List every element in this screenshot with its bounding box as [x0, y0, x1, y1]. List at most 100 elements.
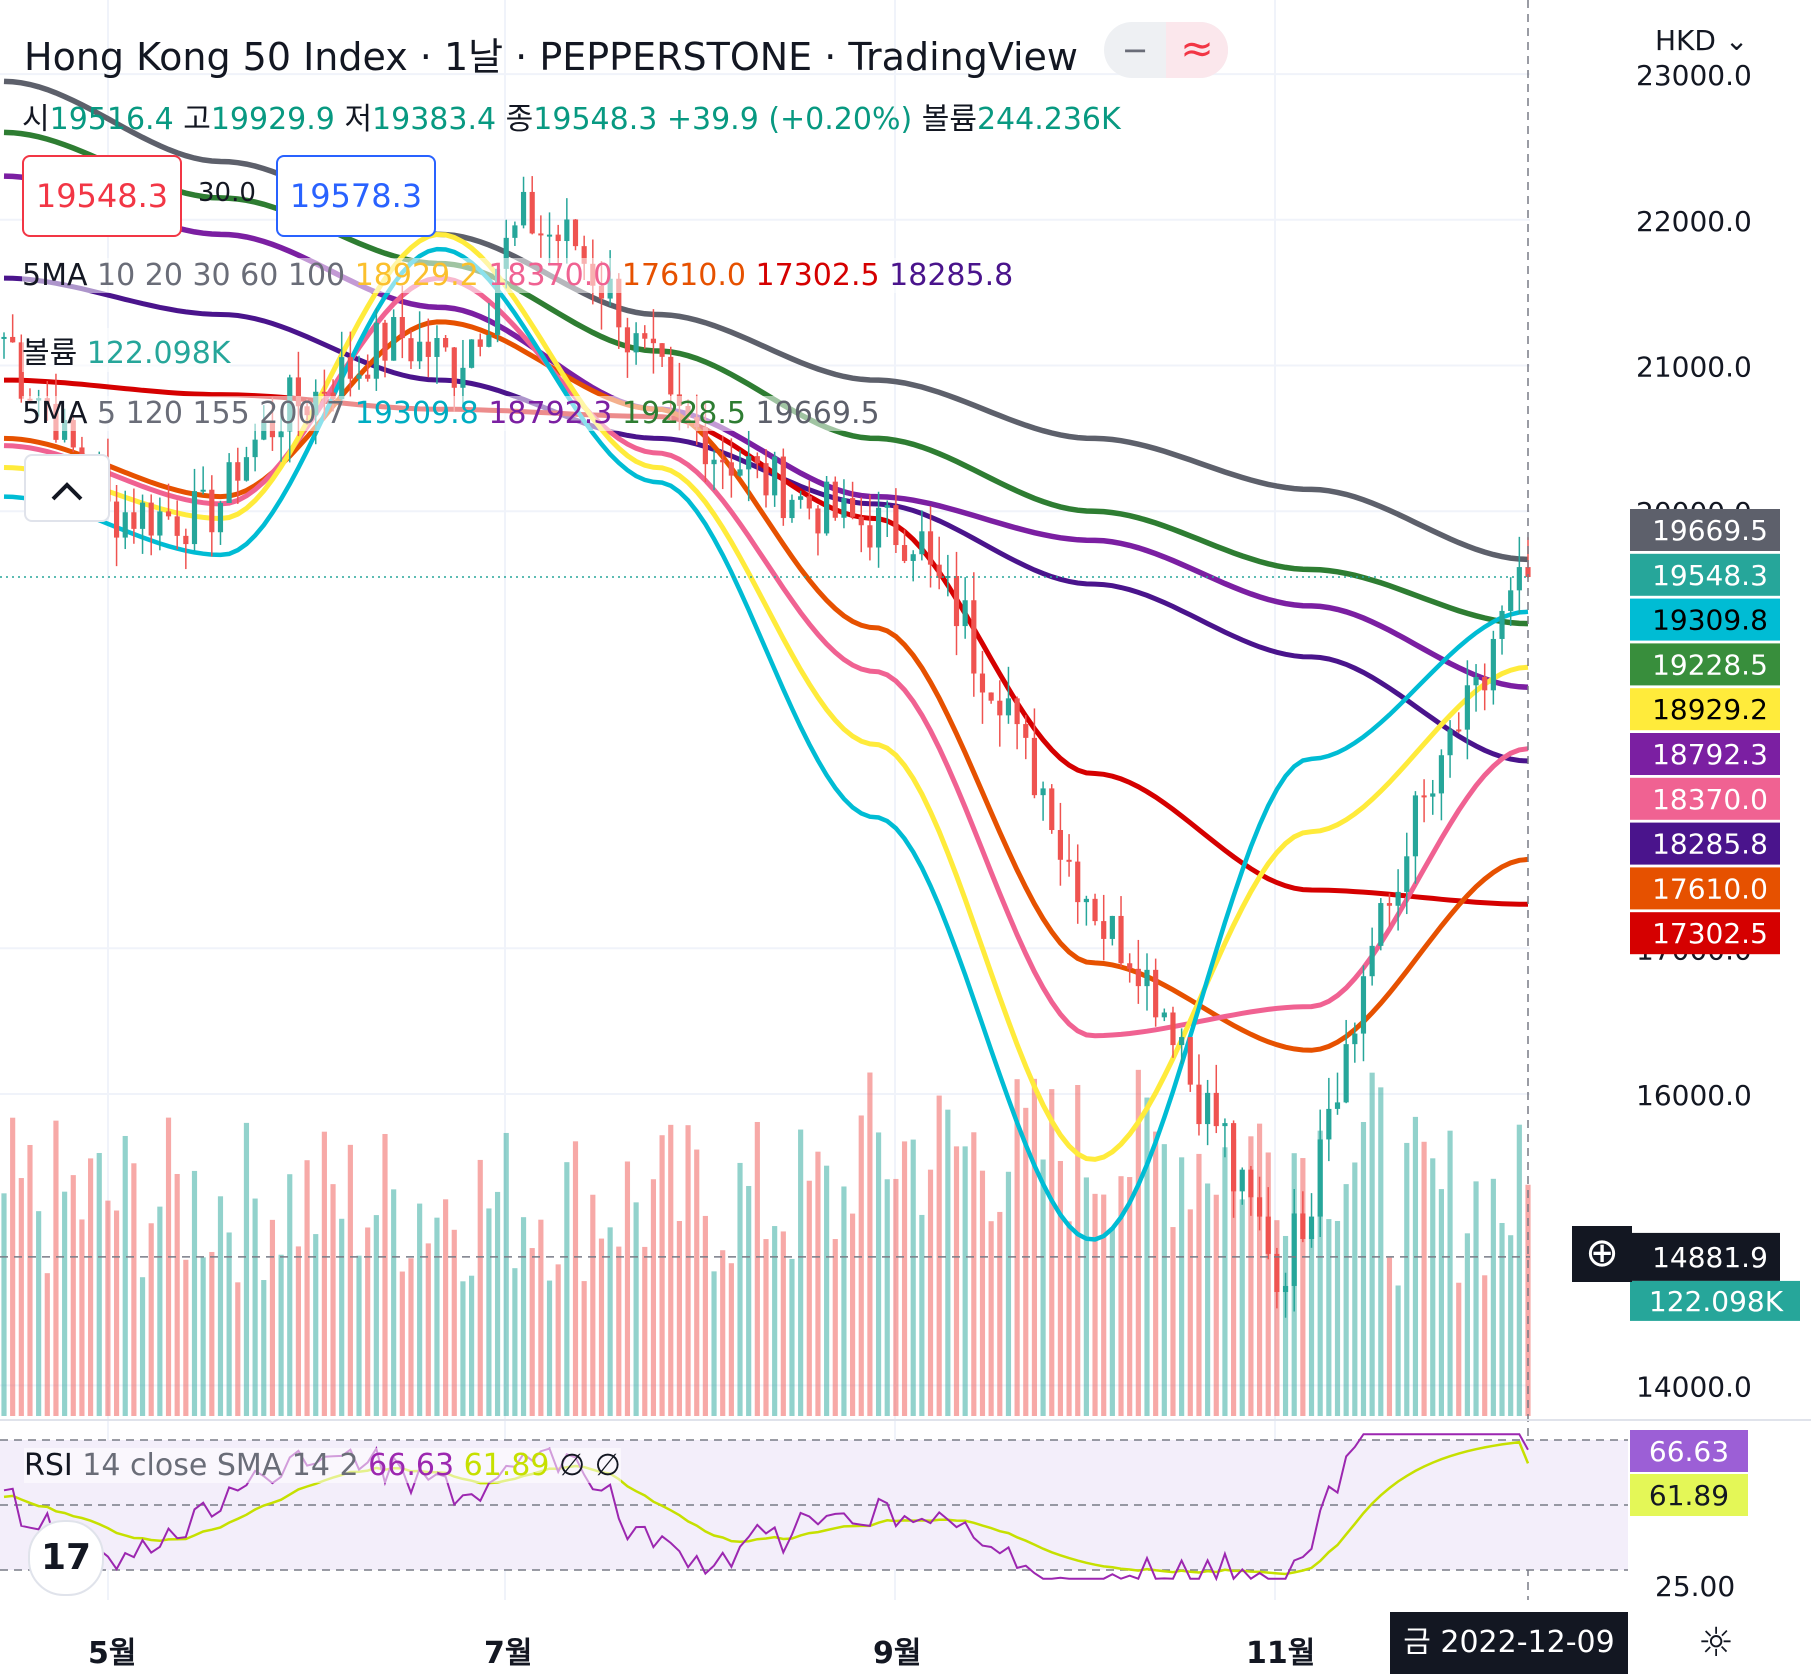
volume-bar: [1317, 1130, 1323, 1416]
volume-bar: [1499, 1222, 1505, 1416]
volume-bar: [1438, 1189, 1444, 1416]
candle-body: [1205, 1092, 1211, 1125]
crosshair-price-tag: [1630, 1232, 1780, 1281]
price-tag: [1630, 598, 1780, 641]
volume-bar: [1248, 1136, 1254, 1416]
candle-body: [399, 317, 405, 339]
candle-body: [391, 317, 397, 361]
volume-bar: [1083, 1177, 1089, 1416]
volume-bar: [96, 1152, 102, 1416]
price-tag-label: 18285.8: [1652, 828, 1768, 861]
candle-body: [1499, 610, 1505, 639]
candle-body: [953, 576, 960, 627]
volume-bar: [927, 1169, 934, 1416]
candle-body: [945, 576, 951, 579]
volume-bar: [1308, 1235, 1315, 1416]
rsi-label: RSI: [24, 1448, 73, 1483]
collapse-legend-button[interactable]: [24, 454, 110, 522]
empty-set-icon-2: ∅: [594, 1448, 621, 1483]
settings-sun-icon[interactable]: ☼: [1698, 1620, 1734, 1666]
volume-bar: [469, 1275, 475, 1416]
buy-button[interactable]: 19578.3: [276, 155, 436, 237]
candlesticks: [1, 176, 1531, 1318]
candle-body: [243, 457, 250, 481]
volume-bar: [564, 1162, 570, 1416]
add-alert-plus-icon[interactable]: ⊕: [1572, 1226, 1632, 1282]
candle-body: [737, 469, 743, 476]
candle-body: [217, 502, 224, 533]
ma5-value: 19309.8: [354, 396, 479, 431]
candle-body: [1213, 1092, 1219, 1127]
rsi-value: 66.63: [368, 1448, 455, 1483]
minus-icon[interactable]: −: [1121, 31, 1149, 69]
crosshair-price-label: 14881.9: [1652, 1241, 1768, 1274]
volume-bar: [1187, 1209, 1193, 1416]
candle-body: [321, 391, 327, 394]
volume-bar: [434, 1217, 440, 1416]
volume-bar: [1395, 1285, 1401, 1416]
candle-body: [858, 516, 864, 526]
candle-body: [910, 554, 916, 561]
candle-body: [668, 356, 674, 395]
candle-body: [191, 491, 198, 545]
x-tick-may: 5월: [88, 1636, 137, 1671]
volume-bar: [875, 1132, 882, 1416]
volume-bar: [1075, 1084, 1081, 1416]
candle-body: [330, 392, 336, 400]
ma20-value: 18370.0: [488, 258, 613, 293]
candle-body: [425, 341, 431, 357]
candle-body: [1326, 1108, 1332, 1140]
candle-body: [546, 234, 553, 237]
price-axis[interactable]: 23000.022000.021000.020000.017000.016000…: [1630, 59, 1800, 1403]
high-value: 19929.9: [210, 102, 335, 137]
pair-toggle[interactable]: − ≈: [1104, 22, 1228, 78]
volume-bar: [1127, 1177, 1133, 1416]
candle-body: [1118, 915, 1124, 964]
volume-bar: [347, 1144, 353, 1416]
volume-bar: [165, 1117, 172, 1416]
volume-bar: [746, 1185, 752, 1416]
volume-bar: [339, 1218, 345, 1416]
candle-body: [1179, 1037, 1185, 1046]
candle-body: [365, 374, 371, 379]
volume-bar: [503, 1132, 509, 1416]
volume-bar: [1352, 1162, 1358, 1416]
volume-bar: [321, 1131, 327, 1416]
price-tag: [1630, 733, 1780, 775]
approx-icon[interactable]: ≈: [1166, 22, 1228, 78]
volume-bar: [780, 1231, 786, 1416]
volume-bar: [581, 1281, 587, 1416]
candle-body: [988, 692, 994, 701]
candle-body: [555, 234, 561, 242]
volume-bar: [1482, 1275, 1488, 1416]
rsi-legend[interactable]: RSI 14 close SMA 14 2 66.63 61.89 ∅ ∅: [24, 1448, 621, 1483]
tradingview-logo[interactable]: 17: [28, 1520, 104, 1596]
volume-bar: [841, 1186, 847, 1416]
volume-bar: [538, 1219, 544, 1416]
volume-bar: [1456, 1282, 1462, 1416]
volume-bar: [53, 1120, 59, 1416]
sell-button[interactable]: 19548.3: [22, 155, 182, 237]
volume-bar: [650, 1179, 657, 1416]
volume-bar: [858, 1115, 864, 1416]
volume-bar: [1092, 1193, 1098, 1416]
candle-body: [728, 462, 734, 476]
candle-body: [1482, 676, 1488, 691]
candle-body: [1404, 856, 1410, 892]
currency-selector[interactable]: HKD ⌄: [1655, 24, 1749, 57]
volume-bar: [867, 1072, 873, 1416]
volume-bar: [1231, 1139, 1237, 1416]
volume-bar: [131, 1163, 137, 1416]
ma-legend-1[interactable]: 5MA 10 20 30 60 100 18929.2 18370.0 1761…: [22, 258, 1014, 293]
candle-body: [339, 357, 345, 400]
ma-legend-2[interactable]: 5MA 5 120 155 200 7 19309.8 18792.3 1922…: [22, 396, 880, 431]
volume-legend[interactable]: 볼륨 122.098K: [22, 328, 231, 372]
volume-bar: [1490, 1178, 1496, 1416]
volume-bar: [148, 1223, 154, 1416]
volume-bar: [278, 1254, 284, 1416]
volume-bar: [546, 1280, 553, 1416]
volume-bar: [261, 1280, 267, 1416]
ma-line-ma20: [3, 275, 1529, 1039]
candle-body: [763, 463, 769, 496]
